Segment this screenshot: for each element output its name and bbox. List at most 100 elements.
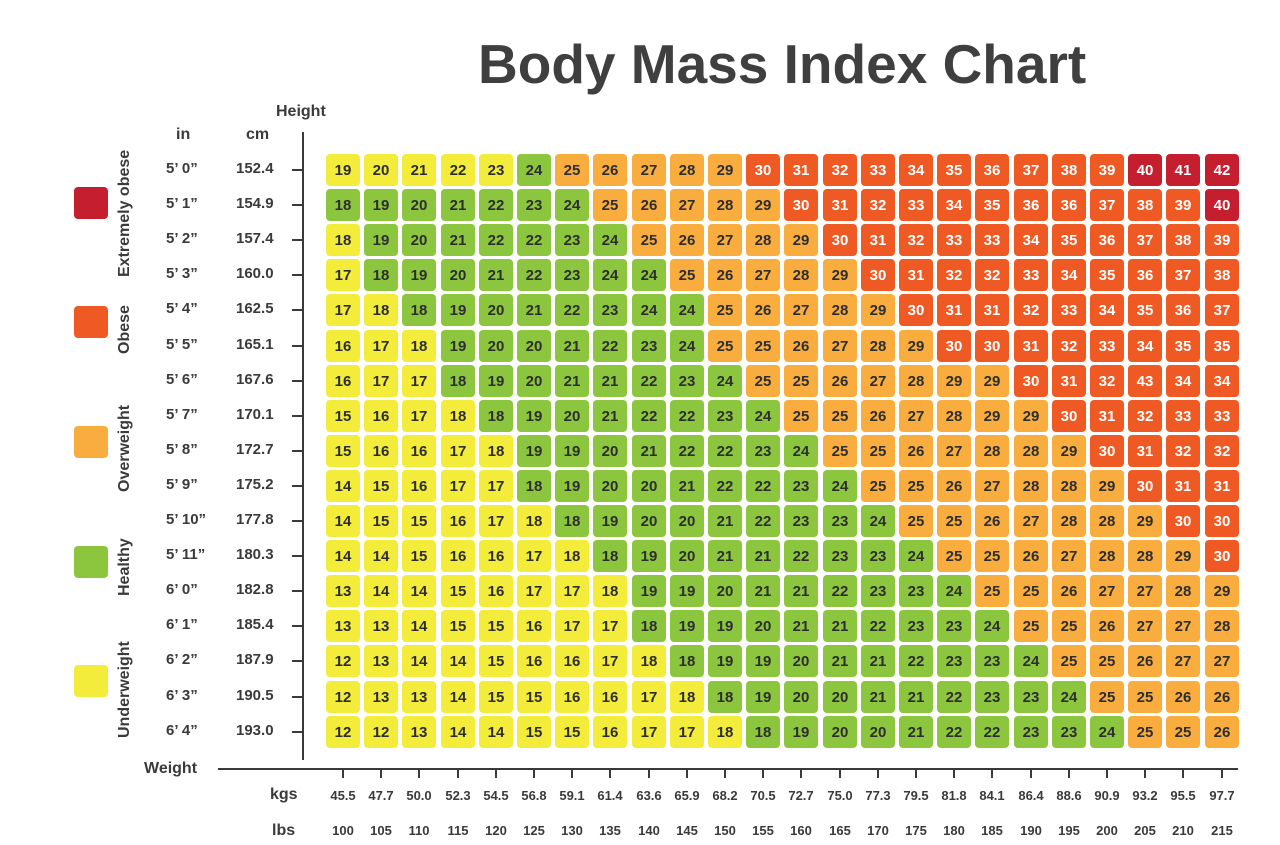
weight-kg-label: 81.8 <box>941 788 967 803</box>
bmi-cell: 26 <box>593 154 627 186</box>
bmi-cell: 23 <box>937 645 971 677</box>
weight-kg-label: 45.5 <box>330 788 356 803</box>
height-cm-label: 182.8 <box>236 581 274 599</box>
legend-label-extremely-obese: Extremely obese <box>116 149 133 277</box>
bmi-cell: 37 <box>1128 224 1162 256</box>
bmi-cell: 23 <box>937 610 971 642</box>
bmi-cell: 26 <box>1128 645 1162 677</box>
bmi-cell: 39 <box>1205 224 1239 256</box>
weight-lbs-label: 100 <box>332 823 354 838</box>
height-inches-label: 5’ 2” <box>166 230 198 248</box>
weight-axis-label: Weight <box>144 760 198 777</box>
bmi-cell: 24 <box>823 470 857 502</box>
bmi-cell: 37 <box>1205 294 1239 326</box>
bmi-cell: 21 <box>441 189 475 221</box>
bmi-cell: 26 <box>937 470 971 502</box>
bmi-cell: 34 <box>1128 330 1162 362</box>
bmi-cell: 21 <box>784 575 818 607</box>
height-cm-label: 157.4 <box>236 230 274 248</box>
bmi-cell: 19 <box>670 610 704 642</box>
bmi-cell: 25 <box>670 259 704 291</box>
y-axis-tick <box>292 520 302 522</box>
bmi-cell: 33 <box>1166 400 1200 432</box>
x-axis-tick <box>1106 770 1108 778</box>
bmi-cell: 23 <box>784 470 818 502</box>
bmi-cell: 20 <box>784 681 818 713</box>
bmi-cell: 24 <box>632 259 666 291</box>
bmi-cell: 25 <box>975 575 1009 607</box>
bmi-cell: 24 <box>555 189 589 221</box>
height-inches-label: 5’ 0” <box>166 160 198 177</box>
bmi-cell: 13 <box>326 575 360 607</box>
bmi-cell: 16 <box>517 610 551 642</box>
height-cm-label: 177.8 <box>236 511 274 528</box>
bmi-cell: 23 <box>1052 716 1086 748</box>
bmi-cell: 21 <box>823 645 857 677</box>
bmi-cell: 23 <box>975 681 1009 713</box>
bmi-cell: 28 <box>975 435 1009 467</box>
bmi-cell: 22 <box>632 365 666 397</box>
bmi-cell: 33 <box>937 224 971 256</box>
x-axis-tick <box>1182 770 1184 778</box>
weight-lbs-label: 140 <box>638 823 660 838</box>
weight-lbs-label: 115 <box>447 823 469 838</box>
y-axis-tick <box>292 414 302 417</box>
bmi-cell: 36 <box>1128 259 1162 291</box>
bmi-cell: 27 <box>746 259 780 291</box>
bmi-cell: 18 <box>364 259 398 291</box>
weight-kg-label: 79.5 <box>903 788 929 803</box>
bmi-cell: 28 <box>823 294 857 326</box>
weight-kg-label: 95.5 <box>1170 788 1196 803</box>
bmi-cell: 27 <box>1052 540 1086 572</box>
bmi-cell: 22 <box>670 400 704 432</box>
bmi-cell: 35 <box>975 189 1009 221</box>
weight-lbs-label: 145 <box>676 823 698 838</box>
y-axis-tick <box>292 625 302 628</box>
bmi-cell: 26 <box>1014 540 1048 572</box>
bmi-cell: 21 <box>746 575 780 607</box>
bmi-cell: 14 <box>479 716 513 748</box>
y-axis-tick <box>292 169 302 171</box>
bmi-cell: 18 <box>708 716 742 748</box>
y-axis-tick <box>292 484 302 487</box>
bmi-cell: 27 <box>670 189 704 221</box>
bmi-cell: 25 <box>975 540 1009 572</box>
bmi-cell: 13 <box>364 681 398 713</box>
weight-lbs-label: 130 <box>561 823 583 838</box>
legend-swatch-obese <box>74 306 108 338</box>
bmi-cell: 18 <box>479 400 513 432</box>
bmi-cell: 25 <box>593 189 627 221</box>
bmi-cell: 35 <box>1166 330 1200 362</box>
bmi-cell: 17 <box>441 470 475 502</box>
bmi-cell: 37 <box>1090 189 1124 221</box>
bmi-cell: 34 <box>1166 365 1200 397</box>
bmi-cell: 19 <box>670 575 704 607</box>
bmi-cell: 25 <box>1052 645 1086 677</box>
bmi-cell: 25 <box>1014 610 1048 642</box>
bmi-cell: 28 <box>746 224 780 256</box>
weight-kg-label: 59.1 <box>559 788 585 803</box>
bmi-cell: 35 <box>937 154 971 186</box>
x-axis-tick <box>457 770 459 778</box>
x-axis-tick <box>1068 770 1070 778</box>
bmi-cell: 16 <box>593 716 627 748</box>
height-cm-label: 175.2 <box>236 475 274 493</box>
legend-swatch-extremely-obese <box>74 187 108 219</box>
bmi-cell: 24 <box>593 224 627 256</box>
weight-lbs-label: 185 <box>981 823 1003 838</box>
bmi-cell: 23 <box>632 330 666 362</box>
bmi-cell: 28 <box>1052 505 1086 537</box>
bmi-cell: 25 <box>1052 610 1086 642</box>
bmi-cell: 24 <box>632 294 666 326</box>
bmi-cell: 21 <box>784 610 818 642</box>
bmi-cell: 20 <box>746 610 780 642</box>
bmi-cell: 30 <box>1166 505 1200 537</box>
bmi-cell: 25 <box>861 435 895 467</box>
bmi-cell: 12 <box>326 645 360 677</box>
bmi-cell: 20 <box>593 435 627 467</box>
bmi-cell: 21 <box>593 400 627 432</box>
weight-lbs-label: 175 <box>905 823 927 838</box>
bmi-cell: 24 <box>784 435 818 467</box>
height-inches-label: 5’ 6” <box>166 370 198 388</box>
bmi-cell: 25 <box>1128 716 1162 748</box>
